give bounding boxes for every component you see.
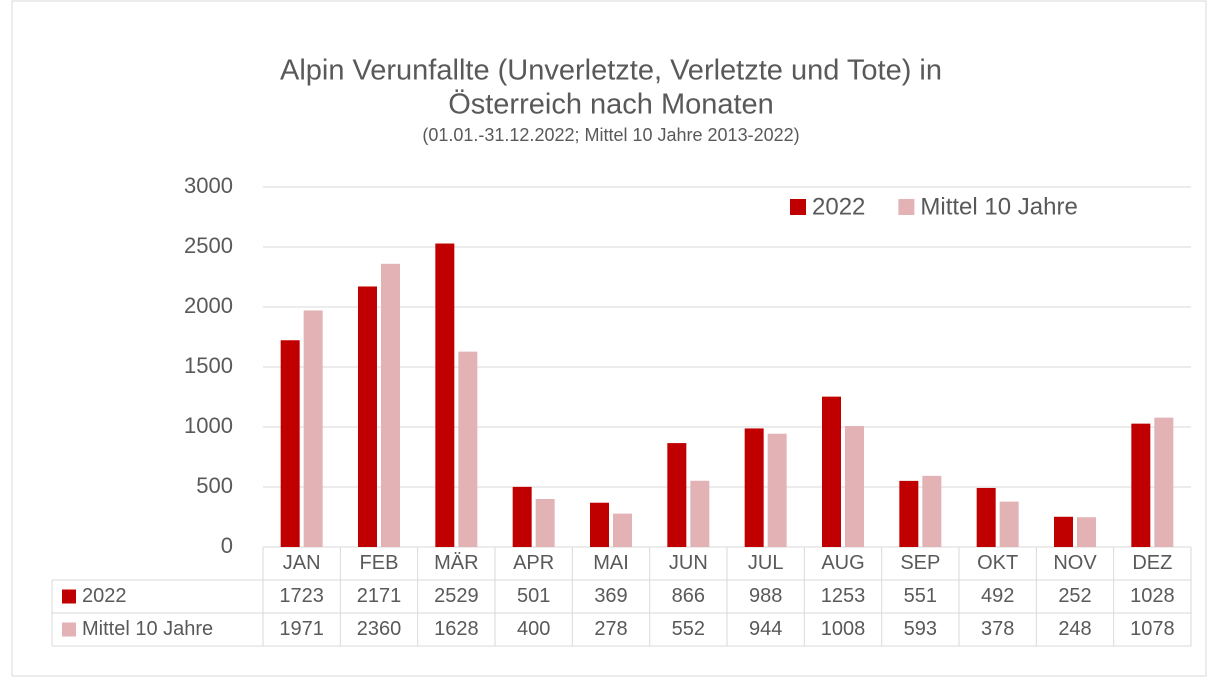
bar xyxy=(667,443,687,547)
bar xyxy=(590,502,609,547)
table-row-label: Mittel 10 Jahre xyxy=(82,618,213,640)
x-tick-label: JUL xyxy=(748,552,784,574)
bar xyxy=(899,480,919,547)
chart-title: Alpin Verunfallte (Unverletzte, Verletzt… xyxy=(280,55,942,87)
table-value: 278 xyxy=(594,618,627,640)
bar xyxy=(1077,517,1096,547)
x-tick-label: APR xyxy=(513,552,554,574)
bar xyxy=(458,351,478,547)
table-value: 1723 xyxy=(279,585,324,607)
legend-label: 2022 xyxy=(812,193,865,220)
table-value: 2529 xyxy=(434,585,479,607)
bar xyxy=(767,433,787,547)
table-value: 1008 xyxy=(821,618,866,640)
table-value: 1028 xyxy=(1130,585,1175,607)
table-value: 2360 xyxy=(357,618,402,640)
table-value: 2171 xyxy=(357,585,402,607)
bar xyxy=(1131,423,1151,547)
table-value: 988 xyxy=(749,585,782,607)
table-legend-swatch xyxy=(62,622,76,637)
legend-label: Mittel 10 Jahre xyxy=(920,193,1077,220)
bar xyxy=(999,501,1019,547)
table-value: 248 xyxy=(1058,618,1091,640)
x-tick-label: AUG xyxy=(821,552,864,574)
table-value: 492 xyxy=(981,585,1014,607)
x-tick-label: SEP xyxy=(900,552,940,574)
bar xyxy=(280,340,300,547)
x-tick-label: MÄR xyxy=(434,552,478,574)
y-tick-label: 3000 xyxy=(184,173,233,198)
table-value: 252 xyxy=(1058,585,1091,607)
bar xyxy=(690,480,710,547)
bar xyxy=(922,475,942,547)
x-tick-label: MAI xyxy=(593,552,629,574)
chart-frame xyxy=(11,0,1207,677)
bar xyxy=(744,428,764,547)
bar xyxy=(822,396,841,547)
bar xyxy=(512,486,532,547)
legend-swatch xyxy=(898,199,915,215)
table-value: 1628 xyxy=(434,618,479,640)
chart-subtitle: (01.01.-31.12.2022; Mittel 10 Jahre 2013… xyxy=(422,125,799,145)
bar xyxy=(303,310,323,547)
bar xyxy=(613,513,632,547)
x-tick-label: DEZ xyxy=(1132,552,1172,574)
table-legend-swatch xyxy=(62,589,76,604)
table-value: 593 xyxy=(904,618,937,640)
table-value: 369 xyxy=(594,585,627,607)
y-tick-label: 2000 xyxy=(184,293,233,318)
table-value: 378 xyxy=(981,618,1014,640)
bar xyxy=(1154,417,1174,547)
bar xyxy=(1054,516,1073,547)
y-tick-label: 1500 xyxy=(184,353,233,378)
chart-title: Österreich nach Monaten xyxy=(448,89,774,121)
bar xyxy=(381,263,400,547)
bar xyxy=(535,499,555,547)
bar xyxy=(976,487,996,547)
x-tick-label: JAN xyxy=(283,552,321,574)
table-row-label: 2022 xyxy=(82,585,127,607)
table-value: 944 xyxy=(749,618,782,640)
x-tick-label: JUN xyxy=(669,552,708,574)
table-value: 1971 xyxy=(279,618,324,640)
table-value: 501 xyxy=(517,585,550,607)
y-tick-label: 0 xyxy=(221,533,233,558)
x-tick-label: NOV xyxy=(1053,552,1097,574)
bar xyxy=(358,286,377,547)
table-value: 866 xyxy=(672,585,705,607)
legend-swatch xyxy=(790,199,806,215)
table-value: 1253 xyxy=(821,585,866,607)
table-value: 1078 xyxy=(1130,618,1175,640)
table-value: 552 xyxy=(672,618,705,640)
y-tick-label: 1000 xyxy=(184,413,233,438)
y-tick-label: 2500 xyxy=(184,233,233,258)
x-tick-label: FEB xyxy=(360,552,399,574)
table-value: 551 xyxy=(904,585,937,607)
table-value: 400 xyxy=(517,618,550,640)
bar xyxy=(435,243,455,547)
x-tick-label: OKT xyxy=(977,552,1018,574)
y-tick-label: 500 xyxy=(196,473,233,498)
bar xyxy=(845,426,864,547)
